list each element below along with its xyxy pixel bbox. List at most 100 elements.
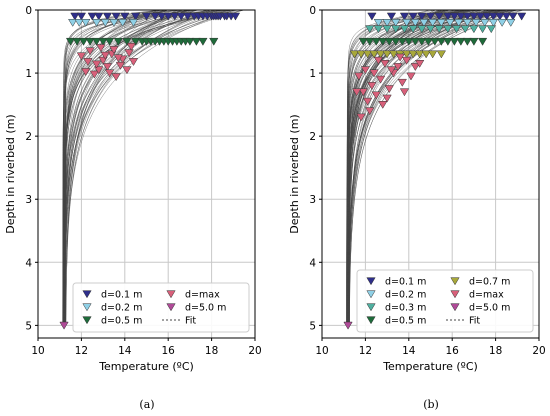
data-point: [449, 12, 460, 21]
data-point: [497, 19, 507, 27]
data-point: [356, 113, 366, 122]
data-point: [157, 12, 167, 21]
data-point: [81, 68, 91, 77]
data-point: [391, 19, 401, 27]
data-point: [150, 12, 160, 21]
data-point: [480, 19, 490, 27]
data-point: [91, 37, 102, 46]
legend-label: Fit: [469, 316, 480, 327]
data-point: [443, 12, 453, 21]
data-point: [122, 37, 132, 46]
data-point: [469, 12, 479, 21]
x-tick-label: 18: [489, 345, 502, 357]
data-point: [506, 19, 516, 27]
data-point: [89, 70, 100, 79]
data-point: [386, 12, 397, 21]
x-tick-label: 20: [532, 345, 545, 357]
y-tick-label: 3: [309, 194, 316, 206]
data-point: [421, 50, 431, 59]
data-point: [475, 12, 486, 21]
data-point: [397, 78, 407, 87]
data-point: [375, 50, 386, 59]
fit-curve: [63, 9, 245, 323]
data-point: [399, 12, 410, 21]
data-point: [436, 50, 446, 59]
data-point: [85, 47, 95, 56]
fit-curve: [63, 9, 231, 323]
data-point: [401, 56, 412, 65]
data-point: [183, 12, 193, 21]
fit-curve: [62, 9, 212, 323]
data-point: [401, 50, 412, 59]
x-tick-label: 12: [75, 345, 88, 357]
data-point: [434, 12, 444, 21]
data-point: [76, 52, 87, 61]
data-point: [469, 25, 479, 34]
legend-label: d=max: [469, 290, 504, 301]
y-tick-label: 1: [25, 68, 32, 80]
data-point: [373, 56, 384, 65]
legend-label: d=0.2 m: [385, 290, 426, 301]
legend-label: d=0.1 m: [385, 277, 426, 288]
fit-curve: [64, 9, 236, 323]
data-point: [378, 101, 388, 109]
y-axis-label: Depth in riverbed (m): [288, 114, 301, 233]
data-point: [356, 50, 366, 59]
fit-curve: [348, 9, 469, 323]
y-tick-label: 2: [309, 131, 316, 143]
fit-curve: [64, 9, 239, 323]
legend-label: Fit: [185, 316, 196, 327]
data-point: [408, 50, 418, 59]
data-point: [462, 12, 473, 21]
data-point: [371, 37, 381, 46]
fit-curve: [346, 9, 451, 323]
legend-marker: [166, 290, 176, 299]
data-point: [191, 37, 202, 46]
data-point: [100, 19, 110, 27]
y-tick-label: 4: [25, 257, 32, 269]
data-point: [382, 19, 392, 27]
data-point: [406, 72, 416, 81]
data-point: [83, 58, 93, 66]
data-point: [495, 12, 505, 21]
data-point: [365, 107, 375, 116]
data-point: [393, 63, 403, 72]
legend: d=0.1 m d=0.2 m d=0.3 m d=0.5 m d=0.7 m d=max…: [356, 269, 534, 333]
data-point: [386, 66, 397, 75]
data-point: [362, 50, 373, 59]
y-axis-label: Depth in riverbed (m): [4, 114, 17, 233]
data-point: [456, 37, 466, 46]
data-point: [451, 25, 462, 34]
data-point: [477, 37, 488, 46]
legend-marker: [366, 303, 376, 312]
legend-label: d=5.0 m: [469, 303, 510, 314]
data-point: [378, 37, 388, 46]
data-point: [70, 12, 80, 21]
data-point: [443, 25, 453, 34]
data-point: [126, 42, 136, 51]
legend-marker: [450, 277, 460, 286]
x-axis-label: Temperature (ºC): [98, 360, 194, 373]
data-point: [117, 19, 128, 27]
legend-marker: [82, 290, 92, 299]
data-point: [78, 37, 89, 46]
series-d-0-5-m: [358, 37, 488, 46]
fit-curve: [63, 9, 189, 323]
data-point: [68, 19, 78, 27]
legend-label: d=0.3 m: [385, 303, 426, 314]
data-point: [399, 25, 410, 34]
legend-marker: [82, 316, 92, 325]
data-point: [417, 37, 427, 46]
legend-label: d=0.5 m: [385, 316, 426, 327]
data-point: [410, 19, 420, 27]
data-point: [72, 37, 82, 46]
data-point: [128, 19, 139, 27]
legend-label: d=max: [185, 290, 220, 301]
y-tick-label: 0: [25, 5, 32, 17]
legend-label: d=0.1 m: [101, 290, 142, 301]
data-point: [508, 12, 518, 21]
data-point: [65, 37, 76, 46]
data-point: [122, 66, 132, 75]
data-point: [488, 12, 499, 21]
